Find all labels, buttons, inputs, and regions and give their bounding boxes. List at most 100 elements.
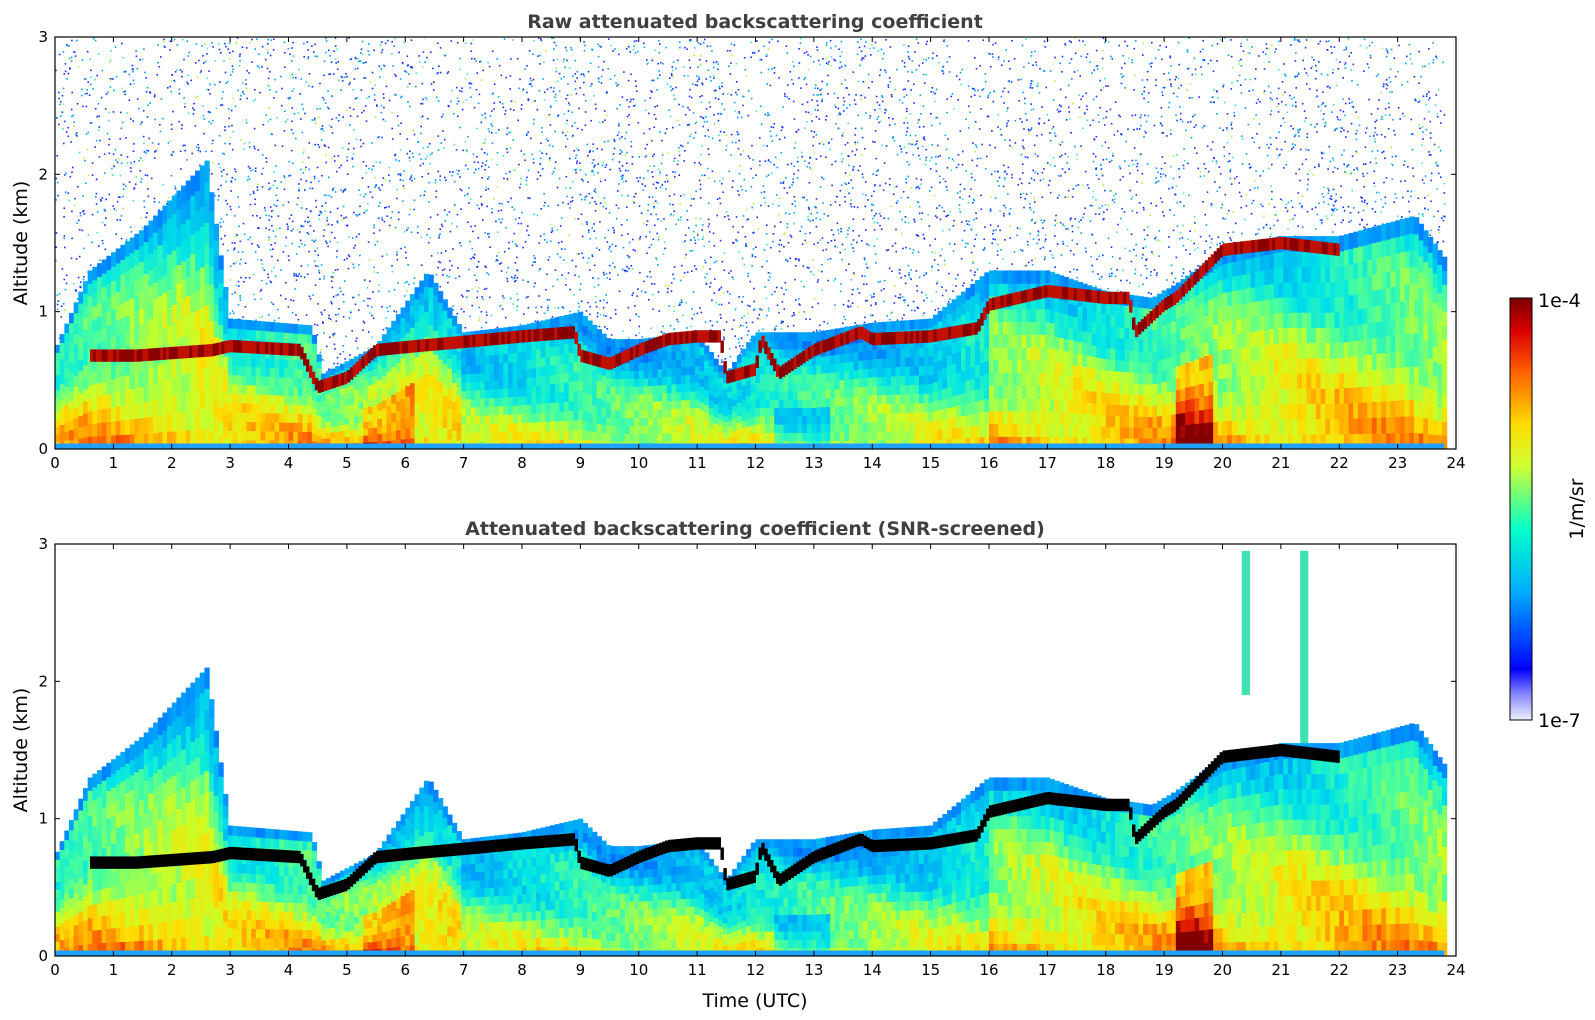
noise-point bbox=[341, 147, 344, 149]
noise-point bbox=[910, 89, 912, 91]
noise-point bbox=[97, 102, 100, 105]
noise-point bbox=[576, 70, 578, 73]
noise-point bbox=[1417, 101, 1420, 103]
noise-point bbox=[56, 308, 59, 311]
noise-point bbox=[854, 143, 856, 145]
noise-point bbox=[76, 135, 78, 137]
noise-point bbox=[662, 63, 664, 65]
noise-point bbox=[307, 58, 309, 60]
noise-point bbox=[626, 254, 629, 257]
noise-point bbox=[936, 116, 938, 119]
noise-point bbox=[428, 143, 431, 145]
noise-point bbox=[925, 74, 927, 76]
noise-point bbox=[796, 160, 799, 163]
noise-point bbox=[385, 206, 388, 209]
noise-point bbox=[997, 58, 1000, 61]
noise-point bbox=[1034, 50, 1036, 53]
noise-point bbox=[809, 167, 811, 169]
noise-point bbox=[871, 296, 873, 299]
noise-point bbox=[436, 72, 438, 75]
noise-point bbox=[267, 120, 269, 123]
noise-point bbox=[413, 177, 416, 180]
noise-point bbox=[973, 245, 976, 247]
noise-point bbox=[1029, 207, 1031, 209]
noise-point bbox=[1043, 122, 1046, 125]
noise-point bbox=[584, 198, 586, 201]
noise-point bbox=[943, 263, 946, 266]
noise-point bbox=[299, 93, 301, 95]
noise-point bbox=[253, 192, 255, 195]
noise-point bbox=[302, 108, 305, 110]
noise-point bbox=[1344, 62, 1347, 64]
noise-point bbox=[454, 203, 457, 206]
noise-point bbox=[101, 197, 104, 199]
noise-point bbox=[347, 267, 350, 270]
noise-point bbox=[280, 269, 282, 271]
noise-point bbox=[551, 37, 553, 39]
noise-point bbox=[755, 246, 757, 248]
noise-point bbox=[112, 153, 115, 155]
noise-point bbox=[906, 110, 908, 113]
noise-point bbox=[752, 203, 755, 205]
noise-point bbox=[825, 58, 827, 60]
noise-point bbox=[348, 236, 350, 238]
noise-point bbox=[516, 309, 518, 312]
noise-point bbox=[1069, 62, 1071, 65]
noise-point bbox=[212, 119, 214, 122]
noise-point bbox=[669, 203, 671, 206]
noise-point bbox=[1003, 212, 1005, 215]
noise-point bbox=[441, 269, 444, 272]
noise-point bbox=[883, 217, 885, 220]
noise-point bbox=[261, 263, 264, 265]
noise-point bbox=[802, 265, 805, 267]
noise-point bbox=[460, 294, 463, 296]
noise-point bbox=[555, 70, 558, 73]
noise-point bbox=[1120, 217, 1122, 220]
noise-point bbox=[909, 134, 912, 137]
noise-point bbox=[1024, 97, 1026, 100]
noise-point bbox=[435, 196, 437, 198]
noise-point bbox=[910, 187, 912, 189]
noise-point bbox=[77, 65, 80, 68]
noise-point bbox=[901, 60, 904, 62]
noise-point bbox=[759, 308, 761, 310]
noise-point bbox=[270, 244, 273, 246]
noise-point bbox=[864, 55, 867, 57]
noise-point bbox=[786, 96, 788, 98]
noise-point bbox=[203, 132, 205, 135]
noise-point bbox=[427, 172, 430, 175]
noise-point bbox=[118, 196, 120, 198]
noise-point bbox=[275, 205, 278, 207]
noise-point bbox=[664, 180, 666, 183]
noise-point bbox=[679, 302, 681, 304]
noise-point bbox=[151, 177, 153, 180]
noise-point bbox=[270, 281, 273, 284]
noise-point bbox=[393, 73, 396, 76]
noise-point bbox=[652, 308, 654, 310]
noise-point bbox=[710, 256, 712, 259]
noise-point bbox=[698, 179, 701, 182]
noise-point bbox=[653, 202, 655, 204]
noise-point bbox=[576, 162, 578, 165]
noise-point bbox=[122, 207, 125, 210]
noise-point bbox=[473, 161, 476, 163]
noise-point bbox=[587, 301, 589, 304]
noise-point bbox=[275, 90, 278, 93]
noise-point bbox=[815, 84, 817, 86]
noise-point bbox=[324, 102, 327, 104]
noise-point bbox=[901, 296, 904, 298]
noise-point bbox=[875, 95, 878, 98]
noise-point bbox=[258, 246, 260, 248]
noise-point bbox=[1270, 110, 1273, 112]
noise-point bbox=[840, 184, 843, 186]
noise-point bbox=[126, 156, 129, 158]
noise-point bbox=[507, 267, 509, 269]
noise-point bbox=[888, 177, 891, 180]
noise-point bbox=[994, 197, 997, 199]
noise-point bbox=[1359, 223, 1361, 226]
noise-point bbox=[871, 314, 874, 317]
noise-point bbox=[1241, 135, 1243, 137]
noise-point bbox=[1099, 106, 1101, 109]
noise-point bbox=[289, 174, 292, 177]
noise-point bbox=[348, 142, 350, 145]
